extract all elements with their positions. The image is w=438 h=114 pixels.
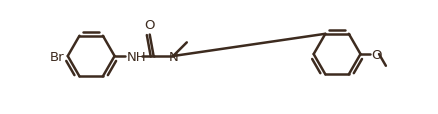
Text: Br: Br	[50, 50, 65, 63]
Text: O: O	[145, 18, 155, 31]
Text: N: N	[168, 50, 178, 63]
Text: O: O	[371, 48, 382, 61]
Text: NH: NH	[126, 50, 146, 63]
